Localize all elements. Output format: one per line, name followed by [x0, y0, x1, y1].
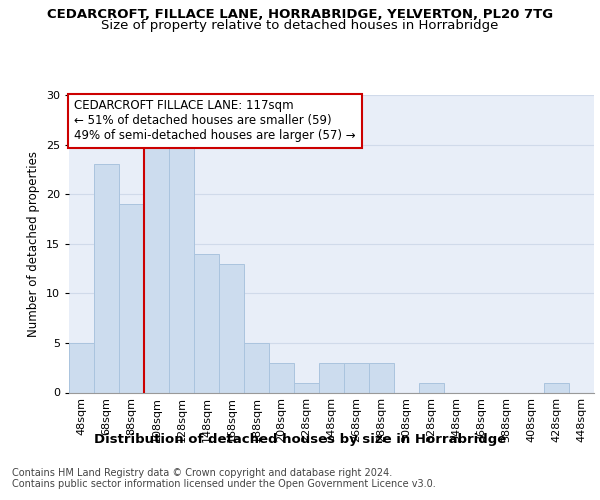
Bar — [144, 144, 169, 392]
Bar — [269, 363, 294, 392]
Text: Distribution of detached houses by size in Horrabridge: Distribution of detached houses by size … — [94, 432, 506, 446]
Y-axis label: Number of detached properties: Number of detached properties — [27, 151, 40, 337]
Bar — [194, 254, 219, 392]
Bar — [69, 343, 94, 392]
Bar — [169, 144, 194, 392]
Text: Contains HM Land Registry data © Crown copyright and database right 2024.
Contai: Contains HM Land Registry data © Crown c… — [12, 468, 436, 489]
Bar — [344, 363, 369, 392]
Bar — [244, 343, 269, 392]
Bar — [319, 363, 344, 392]
Bar — [294, 382, 319, 392]
Text: CEDARCROFT FILLACE LANE: 117sqm
← 51% of detached houses are smaller (59)
49% of: CEDARCROFT FILLACE LANE: 117sqm ← 51% of… — [74, 100, 356, 142]
Text: CEDARCROFT, FILLACE LANE, HORRABRIDGE, YELVERTON, PL20 7TG: CEDARCROFT, FILLACE LANE, HORRABRIDGE, Y… — [47, 8, 553, 20]
Bar — [119, 204, 144, 392]
Bar — [544, 382, 569, 392]
Bar — [219, 264, 244, 392]
Bar — [94, 164, 119, 392]
Text: Size of property relative to detached houses in Horrabridge: Size of property relative to detached ho… — [101, 19, 499, 32]
Bar — [369, 363, 394, 392]
Bar — [419, 382, 444, 392]
